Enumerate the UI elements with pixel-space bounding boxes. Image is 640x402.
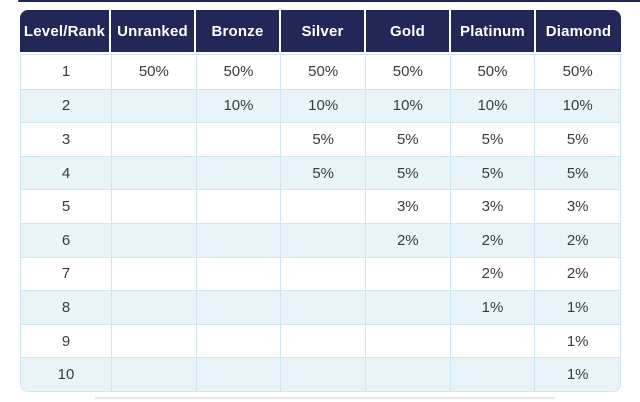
drop-rate-cell xyxy=(112,223,197,257)
drop-rate-cell xyxy=(281,190,366,223)
drop-rate-cell xyxy=(366,291,451,324)
column-header-silver: Silver xyxy=(281,10,366,52)
drop-rate-cell: 5% xyxy=(281,156,366,190)
table-body: 1 50% 50% 50% 50% 50% 50% 2 10% 10% 10% 10% 10% 3 5% 5%… xyxy=(20,54,621,392)
drop-rate-cell xyxy=(112,324,197,358)
level-cell: 9 xyxy=(21,324,112,358)
level-cell: 8 xyxy=(21,291,112,324)
drop-rate-cell xyxy=(197,156,282,190)
table-row: 1 50% 50% 50% 50% 50% 50% xyxy=(21,55,620,89)
drop-rate-cell xyxy=(197,223,282,257)
drop-rate-cell xyxy=(112,257,197,291)
drop-rate-cell: 3% xyxy=(366,190,451,223)
drop-rate-cell xyxy=(112,156,197,190)
drop-rate-cell: 50% xyxy=(281,55,366,89)
drop-rate-cell xyxy=(112,190,197,223)
column-header-level-rank: Level/Rank xyxy=(20,10,111,52)
table-row: 7 2% 2% xyxy=(21,256,620,291)
drop-rate-cell: 50% xyxy=(197,55,282,89)
drop-rate-cell: 1% xyxy=(566,366,589,384)
drop-rate-cell: 2% xyxy=(451,257,536,291)
table-header-row: Level/Rank Unranked Bronze Silver Gold P… xyxy=(20,10,621,52)
table-row: 3 5% 5% 5% 5% xyxy=(21,122,620,156)
drop-rate-cell xyxy=(197,190,282,223)
drop-rate-cell xyxy=(112,291,197,324)
column-header-unranked: Unranked xyxy=(111,10,196,52)
table-row: 8 1% 1% xyxy=(21,290,620,324)
drop-rate-cell xyxy=(281,291,366,324)
drop-rate-cell: 50% xyxy=(562,63,593,81)
drop-rate-cell: 10% xyxy=(281,89,366,123)
drop-rate-cell: 10% xyxy=(451,89,536,123)
drop-rate-cell: 1% xyxy=(566,298,589,316)
drop-rate-cell xyxy=(281,324,366,358)
level-cell: 4 xyxy=(21,156,112,190)
drop-rate-cell: 2% xyxy=(566,231,589,249)
top-edge-strip xyxy=(18,0,640,2)
level-cell: 6 xyxy=(21,223,112,257)
drop-rate-cell: 5% xyxy=(281,123,366,156)
drop-rate-cell: 2% xyxy=(451,223,536,257)
table-row: 2 10% 10% 10% 10% 10% xyxy=(21,88,620,123)
rank-drop-rate-table: Level/Rank Unranked Bronze Silver Gold P… xyxy=(20,10,621,392)
column-header-platinum: Platinum xyxy=(451,10,536,52)
drop-rate-cell xyxy=(281,358,366,391)
table-row: 5 3% 3% 3% xyxy=(21,189,620,223)
drop-rate-cell xyxy=(112,358,197,391)
level-cell: 5 xyxy=(21,190,112,223)
table-row: 10 1% xyxy=(21,357,620,391)
drop-rate-cell: 50% xyxy=(366,55,451,89)
drop-rate-cell: 2% xyxy=(566,265,589,283)
column-header-bronze: Bronze xyxy=(196,10,281,52)
drop-rate-cell xyxy=(112,123,197,156)
drop-rate-cell: 50% xyxy=(451,55,536,89)
drop-rate-cell xyxy=(281,257,366,291)
drop-rate-cell xyxy=(366,324,451,358)
table-row: 6 2% 2% 2% xyxy=(21,222,620,257)
table-row: 4 5% 5% 5% 5% xyxy=(21,155,620,190)
drop-rate-cell xyxy=(366,358,451,391)
drop-rate-cell xyxy=(451,358,536,391)
drop-rate-cell xyxy=(197,123,282,156)
column-header-gold: Gold xyxy=(366,10,451,52)
drop-rate-cell xyxy=(197,291,282,324)
column-header-diamond: Diamond xyxy=(536,10,621,52)
drop-rate-cell: 5% xyxy=(366,123,451,156)
level-cell: 1 xyxy=(21,55,112,89)
drop-rate-cell: 2% xyxy=(366,223,451,257)
drop-rate-cell: 5% xyxy=(451,156,536,190)
level-cell: 10 xyxy=(21,358,112,391)
drop-rate-cell xyxy=(112,89,197,123)
drop-rate-cell xyxy=(197,324,282,358)
bottom-edge-artifact xyxy=(95,397,555,399)
drop-rate-cell xyxy=(197,358,282,391)
drop-rate-cell: 10% xyxy=(366,89,451,123)
level-cell: 7 xyxy=(21,257,112,291)
drop-rate-cell: 10% xyxy=(197,89,282,123)
level-cell: 2 xyxy=(21,89,112,123)
drop-rate-cell: 3% xyxy=(566,198,589,216)
drop-rate-cell: 5% xyxy=(566,164,589,182)
drop-rate-cell xyxy=(451,324,536,358)
drop-rate-cell: 50% xyxy=(112,55,197,89)
drop-rate-cell: 1% xyxy=(451,291,536,324)
drop-rate-cell: 5% xyxy=(566,130,589,148)
drop-rate-cell: 1% xyxy=(566,332,589,350)
drop-rate-cell xyxy=(197,257,282,291)
table-row: 9 1% xyxy=(21,323,620,358)
drop-rate-cell: 5% xyxy=(366,156,451,190)
drop-rate-cell: 5% xyxy=(451,123,536,156)
drop-rate-cell: 10% xyxy=(562,97,593,115)
drop-rate-cell: 3% xyxy=(451,190,536,223)
drop-rate-cell xyxy=(281,223,366,257)
drop-rate-cell xyxy=(366,257,451,291)
level-cell: 3 xyxy=(21,123,112,156)
